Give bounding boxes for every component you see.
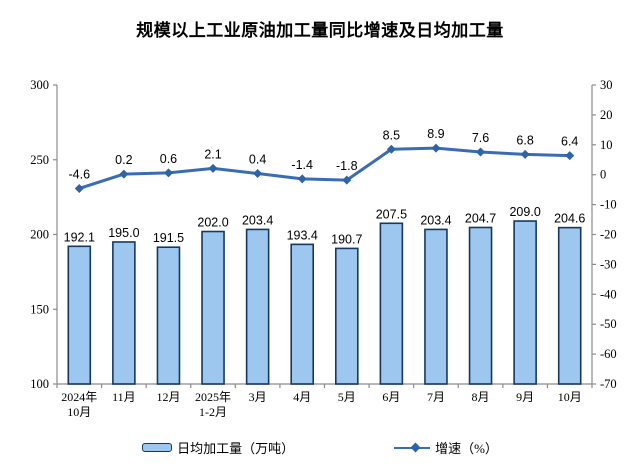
line-marker-icon bbox=[253, 169, 263, 179]
bar-value-label: 204.7 bbox=[465, 211, 496, 225]
bar-value-label: 190.7 bbox=[331, 232, 362, 246]
line-value-label: -1.4 bbox=[291, 158, 313, 172]
bar bbox=[245, 228, 270, 385]
bar bbox=[156, 246, 181, 385]
left-axis-tick-label: 150 bbox=[30, 302, 49, 316]
chart-title: 规模以上工业原油加工量同比增速及日均加工量 bbox=[136, 21, 504, 40]
x-category-label: 5月 bbox=[338, 390, 356, 404]
bar-value-label: 203.4 bbox=[242, 213, 273, 227]
x-category-label: 9月 bbox=[516, 390, 534, 404]
bar-value-label: 204.6 bbox=[554, 212, 585, 226]
bar bbox=[334, 247, 359, 385]
right-axis-tick-label: -40 bbox=[600, 287, 617, 301]
line-value-label: -4.6 bbox=[69, 167, 91, 181]
right-axis-tick-label: 30 bbox=[600, 78, 613, 92]
x-category-label: 2024年 bbox=[61, 390, 97, 404]
legend-bar-swatch bbox=[142, 443, 173, 452]
left-axis-tick-label: 200 bbox=[30, 228, 49, 242]
x-category-label: 2025年 bbox=[195, 390, 231, 404]
line-value-label: 0.6 bbox=[160, 152, 177, 166]
x-category-label: 4月 bbox=[293, 390, 311, 404]
x-category-label: 3月 bbox=[249, 390, 267, 404]
x-category-label: 11月 bbox=[112, 390, 136, 404]
bar-value-label: 207.5 bbox=[376, 207, 407, 221]
x-category-label: 6月 bbox=[382, 390, 400, 404]
line-marker-icon bbox=[431, 143, 441, 153]
line-value-label: 0.4 bbox=[249, 153, 266, 167]
line-marker-icon bbox=[386, 144, 396, 154]
bar-value-label: 193.4 bbox=[287, 228, 318, 242]
right-axis-tick-label: -30 bbox=[600, 257, 617, 271]
line-value-label: 2.1 bbox=[204, 147, 221, 161]
x-category-label: 1-2月 bbox=[199, 405, 227, 419]
bar bbox=[290, 243, 315, 385]
x-category-label: 7月 bbox=[427, 390, 445, 404]
right-axis-tick-label: 20 bbox=[600, 108, 613, 122]
line-marker-icon bbox=[163, 168, 173, 178]
x-category-label: 8月 bbox=[472, 390, 490, 404]
line-marker-icon bbox=[297, 174, 307, 184]
line-value-label: 8.5 bbox=[383, 128, 400, 142]
line-value-label: 6.8 bbox=[516, 133, 533, 147]
line-marker-icon bbox=[476, 147, 486, 157]
combo-chart: 100 150 200 250 300 -70 -60 -50 -40 -30 -20 -10 0 10 2… bbox=[30, 78, 617, 419]
legend-line-label: 增速（%） bbox=[435, 441, 498, 456]
bar bbox=[112, 241, 136, 385]
legend: 日均加工量（万吨） 增速（%） bbox=[0, 438, 640, 457]
bar-value-label: 192.1 bbox=[64, 230, 95, 244]
right-axis-tick-label: -70 bbox=[600, 377, 617, 391]
legend-line-marker-icon bbox=[410, 442, 421, 453]
right-axis-tick-label: -20 bbox=[600, 228, 617, 242]
x-category-label: 12月 bbox=[156, 390, 180, 404]
right-axis-tick-label: -50 bbox=[600, 317, 617, 331]
line-value-label: 7.6 bbox=[472, 131, 489, 145]
bar-value-label: 203.4 bbox=[420, 213, 451, 227]
bar bbox=[557, 226, 582, 385]
bar-value-label: 209.0 bbox=[509, 205, 540, 219]
legend-line-swatch bbox=[394, 442, 431, 453]
line-value-label: -1.8 bbox=[336, 159, 358, 173]
bar-value-label: 195.0 bbox=[108, 226, 139, 240]
right-axis-tick-label: -60 bbox=[600, 347, 617, 361]
line-marker-icon bbox=[520, 149, 530, 159]
legend-bar-label: 日均加工量（万吨） bbox=[177, 441, 295, 456]
line-marker-icon bbox=[342, 175, 352, 185]
growth-line bbox=[77, 146, 572, 190]
legend-item-bar: 日均加工量（万吨） bbox=[142, 438, 294, 457]
right-axis-tick-label: -10 bbox=[600, 198, 617, 212]
x-category-label: 10月 bbox=[558, 390, 582, 404]
right-axis-tick-label: 0 bbox=[600, 168, 606, 182]
bar bbox=[424, 228, 448, 385]
line-value-label: 0.2 bbox=[115, 153, 132, 167]
bar bbox=[67, 245, 92, 385]
legend-item-line: 增速（%） bbox=[394, 438, 498, 457]
x-category-label: 10月 bbox=[67, 405, 91, 419]
left-axis-tick-label: 300 bbox=[30, 78, 49, 92]
bar bbox=[513, 220, 537, 385]
line-marker-icon bbox=[74, 183, 84, 193]
line-value-label: 8.9 bbox=[427, 127, 444, 141]
left-axis-tick-label: 100 bbox=[30, 377, 49, 391]
bar bbox=[379, 222, 404, 385]
line-marker-icon bbox=[119, 169, 129, 179]
bar bbox=[468, 226, 493, 385]
left-axis-tick-label: 250 bbox=[30, 153, 49, 167]
bar bbox=[201, 230, 225, 385]
bar-value-label: 191.5 bbox=[153, 231, 184, 245]
right-axis-tick-label: 10 bbox=[600, 138, 613, 152]
line-value-label: 6.4 bbox=[561, 135, 578, 149]
line-marker-icon bbox=[565, 151, 575, 161]
line-marker-icon bbox=[208, 163, 218, 173]
bar-value-label: 202.0 bbox=[197, 216, 228, 230]
